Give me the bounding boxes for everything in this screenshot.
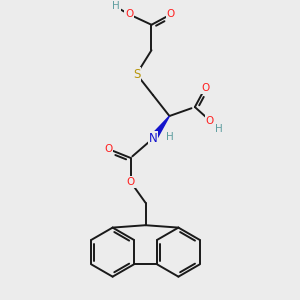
Text: H: H: [112, 1, 119, 11]
Text: O: O: [201, 82, 209, 93]
Text: N: N: [148, 132, 158, 145]
Text: O: O: [104, 144, 112, 154]
Text: O: O: [125, 9, 133, 19]
Text: S: S: [133, 68, 140, 81]
Text: O: O: [126, 177, 135, 187]
Text: H: H: [215, 124, 223, 134]
Text: O: O: [206, 116, 214, 125]
Text: H: H: [166, 132, 173, 142]
Polygon shape: [150, 116, 170, 141]
Text: O: O: [167, 9, 175, 19]
